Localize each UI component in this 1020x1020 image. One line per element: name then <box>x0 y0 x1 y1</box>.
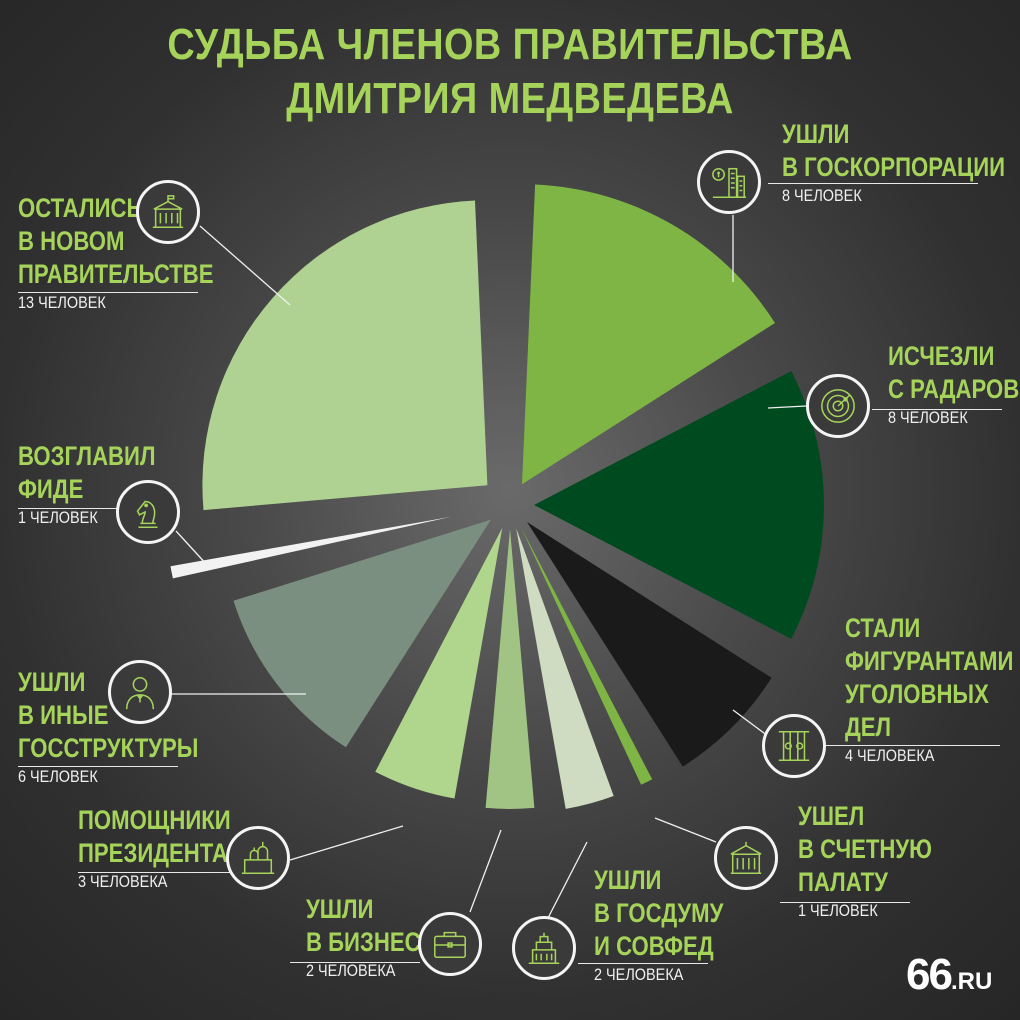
label-other: УШЛИ В ИНЫЕ ГОССТРУКТУРЫ 6 ЧЕЛОВЕК <box>18 666 238 787</box>
label-audit: УШЕЛ В СЧЕТНУЮ ПАЛАТУ 1 ЧЕЛОВЕК <box>798 800 961 921</box>
government-house-icon <box>136 180 200 244</box>
label-line: С РАДАРОВ <box>888 374 1020 404</box>
label-count: 1 ЧЕЛОВЕК <box>798 901 878 920</box>
label-line: ИСЧЕЗЛИ <box>888 341 995 371</box>
rule-criminal <box>826 745 1000 746</box>
label-line: В БИЗНЕС <box>306 927 421 957</box>
rule-business <box>290 962 420 963</box>
rule-radar <box>872 409 1002 410</box>
label-line: ОСТАЛИСЬ <box>18 193 143 223</box>
rule-duma <box>578 963 708 964</box>
government-building-icon <box>714 826 778 890</box>
leader-line-audit <box>654 817 717 843</box>
label-line: И СОВФЕД <box>594 931 714 961</box>
label-business: УШЛИ В БИЗНЕС 2 ЧЕЛОВЕКА <box>306 893 446 981</box>
label-count: 8 ЧЕЛОВЕК <box>782 186 862 205</box>
chess-knight-icon <box>116 480 180 544</box>
label-line: УГОЛОВНЫХ <box>845 679 989 709</box>
leader-line-president <box>289 825 404 861</box>
label-fide: ВОЗГЛАВИЛ ФИДЕ 1 ЧЕЛОВЕК <box>18 440 186 528</box>
label-count: 2 ЧЕЛОВЕКА <box>306 961 396 980</box>
label-line: В ГОСКОРПОРАЦИИ <box>782 152 1006 182</box>
pie-slice-president <box>375 527 503 799</box>
label-count: 4 ЧЕЛОВЕКА <box>845 746 935 765</box>
label-line: ПРАВИТЕЛЬСТВЕ <box>18 259 214 289</box>
pie-slice-goskorp <box>522 184 775 485</box>
label-count: 8 ЧЕЛОВЕК <box>888 408 968 427</box>
logo-suffix: .RU <box>950 968 993 995</box>
official-icon <box>108 660 172 724</box>
label-line: В ГОСДУМУ <box>594 898 724 928</box>
label-goskorp: УШЛИ В ГОСКОРПОРАЦИИ 8 ЧЕЛОВЕК <box>782 118 1020 206</box>
city-finance-icon <box>697 150 761 214</box>
label-line: ФИДЕ <box>18 474 84 504</box>
pie-slice-radar <box>534 371 824 639</box>
pie-slice-other <box>233 519 491 748</box>
leader-line-business <box>469 829 502 913</box>
label-line: В ИНЫЕ <box>18 700 109 730</box>
rule-other <box>18 766 178 767</box>
label-line: УШЛИ <box>782 119 850 149</box>
pie-slice-duma <box>516 528 614 809</box>
leader-line-duma <box>547 841 588 919</box>
brand-logo: 66.RU <box>906 950 992 1000</box>
pie-slice-stayed <box>202 200 488 511</box>
prison-bars-icon <box>762 714 826 778</box>
radar-icon <box>806 374 870 438</box>
label-line: ГОССТРУКТУРЫ <box>18 733 199 763</box>
label-count: 3 ЧЕЛОВЕКА <box>78 872 168 891</box>
rule-goskorp <box>768 183 978 184</box>
rule-president <box>78 872 238 873</box>
label-line: ВОЗГЛАВИЛ <box>18 441 156 471</box>
label-president: ПОМОЩНИКИ ПРЕЗИДЕНТА 3 ЧЕЛОВЕКА <box>78 804 264 892</box>
pie-slice-business <box>485 529 535 809</box>
label-line: УШЛИ <box>306 894 374 924</box>
label-line: СТАЛИ <box>845 613 921 643</box>
leader-line-radar <box>767 405 807 409</box>
label-line: В СЧЕТНУЮ <box>798 834 933 864</box>
label-line: ДЕЛ <box>845 712 892 742</box>
rule-audit <box>780 902 910 903</box>
pie-slice-audit <box>520 526 653 785</box>
label-line: ПРЕЗИДЕНТА <box>78 838 228 868</box>
logo-main: 66 <box>906 950 953 999</box>
label-count: 13 ЧЕЛОВЕК <box>18 293 106 312</box>
label-line: ПАЛАТУ <box>798 867 888 897</box>
label-count: 1 ЧЕЛОВЕК <box>18 508 98 527</box>
leader-line-stayed <box>199 225 291 306</box>
pie-slice-criminal <box>527 522 772 767</box>
pie-slice-fide <box>170 516 452 579</box>
rule-fide <box>18 508 118 509</box>
label-line: УШЕЛ <box>798 801 865 831</box>
label-line: ФИГУРАНТАМИ <box>845 646 1014 676</box>
label-line: УШЛИ <box>594 865 662 895</box>
label-count: 2 ЧЕЛОВЕКА <box>594 965 684 984</box>
label-duma: УШЛИ В ГОСДУМУ И СОВФЕД 2 ЧЕЛОВЕКА <box>594 864 752 985</box>
kremlin-icon <box>226 826 290 890</box>
parliament-icon <box>512 916 576 980</box>
label-line: В НОВОМ <box>18 226 125 256</box>
briefcase-icon <box>418 912 482 976</box>
label-criminal: СТАЛИ ФИГУРАНТАМИ УГОЛОВНЫХ ДЕЛ 4 ЧЕЛОВЕКА <box>845 612 1020 766</box>
leader-line-fide <box>175 530 209 567</box>
label-line: ПОМОЩНИКИ <box>78 805 231 835</box>
leader-line-criminal <box>732 709 769 737</box>
rule-stayed <box>18 292 198 293</box>
chart-title: СУДЬБА ЧЛЕНОВ ПРАВИТЕЛЬСТВА ДМИТРИЯ МЕДВ… <box>167 20 853 123</box>
label-line: УШЛИ <box>18 667 86 697</box>
label-radar: ИСЧЕЗЛИ С РАДАРОВ 8 ЧЕЛОВЕК <box>888 340 1020 428</box>
label-stayed: ОСТАЛИСЬ В НОВОМ ПРАВИТЕЛЬСТВЕ 13 ЧЕЛОВЕК <box>18 192 256 313</box>
label-count: 6 ЧЕЛОВЕК <box>18 767 98 786</box>
